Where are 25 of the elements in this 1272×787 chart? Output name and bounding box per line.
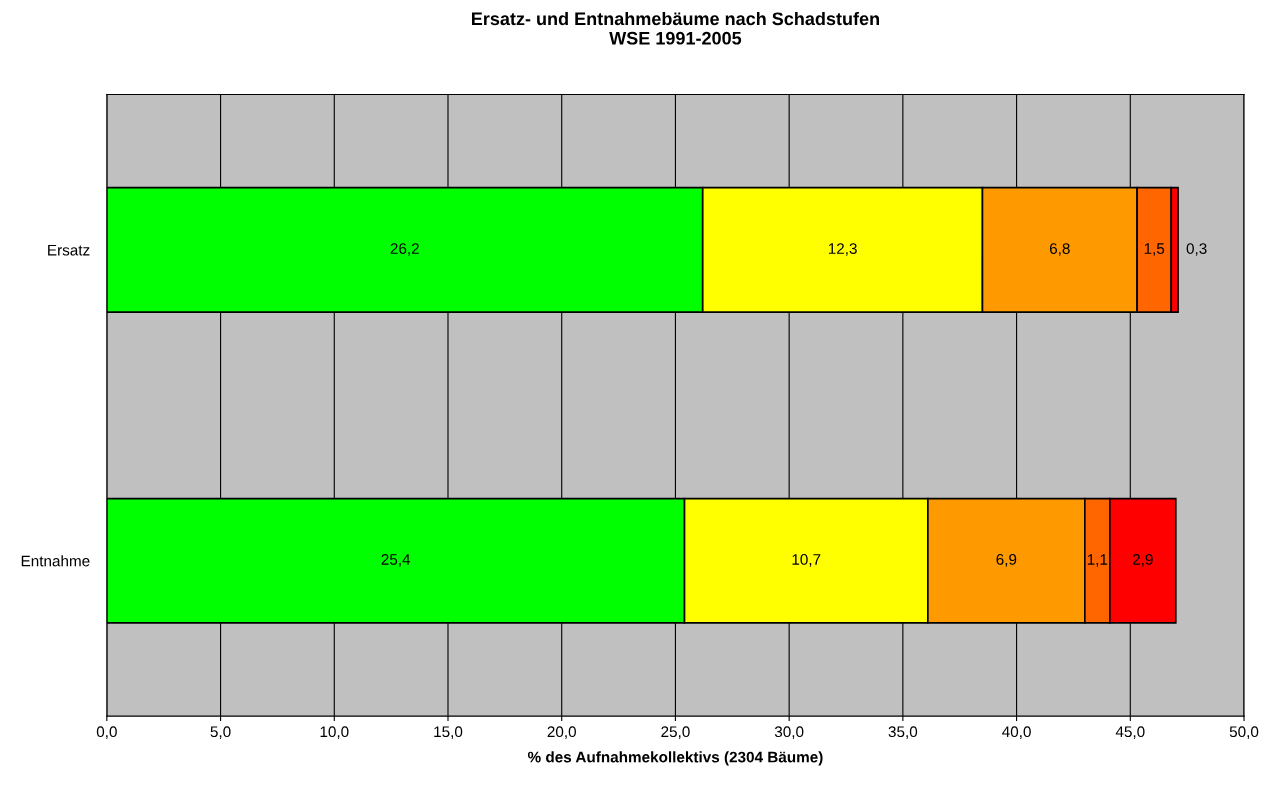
x-tick-label: 45,0 bbox=[1115, 726, 1145, 739]
data-label: 1,1 bbox=[1087, 554, 1108, 567]
x-axis-title: % des Aufnahmekollektivs (2304 Bäume) bbox=[527, 751, 823, 766]
data-label: 2,9 bbox=[1132, 554, 1153, 567]
x-tick-label: 25,0 bbox=[661, 726, 690, 739]
x-tick-label: 20,0 bbox=[547, 726, 576, 739]
x-tick-label: 10,0 bbox=[320, 726, 349, 739]
y-tick-label: Entnahme bbox=[21, 555, 90, 567]
data-label: 6,8 bbox=[1049, 243, 1070, 256]
data-label: 25,4 bbox=[381, 554, 411, 567]
chart-title: Ersatz- und Entnahmebäume nach Schadstufen WSE 1991-2005 bbox=[471, 11, 879, 45]
data-label: 1,5 bbox=[1144, 243, 1165, 256]
x-tick-label: 50,0 bbox=[1229, 726, 1259, 739]
data-label: 0,3 bbox=[1186, 243, 1207, 256]
data-label: 26,2 bbox=[390, 243, 419, 256]
x-tick-label: 30,0 bbox=[774, 726, 804, 739]
x-tick-label: 0,0 bbox=[96, 726, 117, 739]
x-tick-label: 35,0 bbox=[888, 726, 918, 739]
y-tick-label: Ersatz bbox=[48, 244, 90, 256]
x-tick-label: 5,0 bbox=[210, 726, 231, 739]
data-label: 6,9 bbox=[996, 554, 1017, 567]
x-tick-label: 40,0 bbox=[1002, 726, 1031, 739]
x-tick-label: 15,0 bbox=[434, 726, 463, 739]
data-label: 10,7 bbox=[792, 554, 821, 567]
data-label: 12,3 bbox=[828, 243, 857, 256]
